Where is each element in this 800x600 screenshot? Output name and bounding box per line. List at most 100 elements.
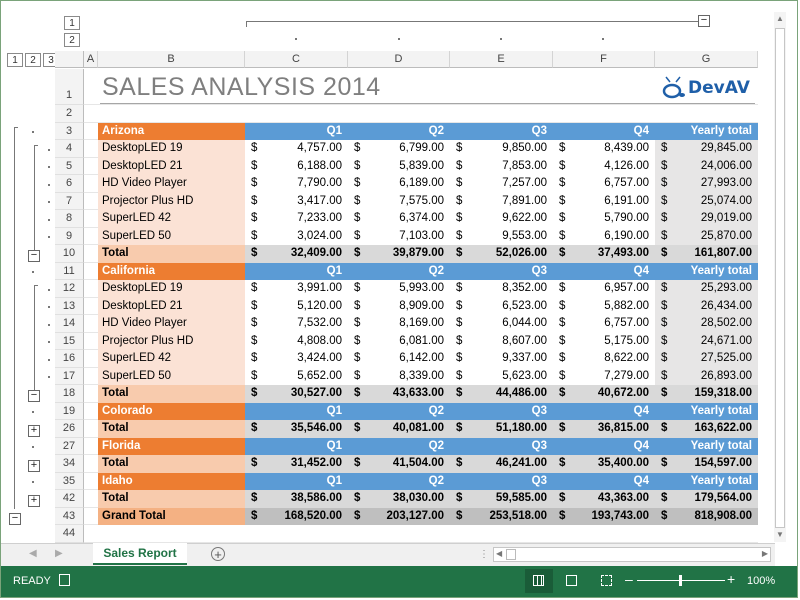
tab-scroll-right-icon[interactable]: ▶ [55, 548, 63, 559]
value-cell[interactable]: $27,993.00 [655, 175, 758, 193]
zoom-in-icon[interactable]: + [727, 571, 736, 587]
value-cell[interactable]: $38,586.00 [245, 490, 348, 508]
value-cell[interactable]: $5,652.00 [245, 367, 348, 385]
quarter-header-cell[interactable]: Q1 [245, 122, 348, 140]
product-label[interactable]: DesktopLED 19 [98, 140, 245, 158]
row-header-44[interactable]: 44 [55, 525, 84, 543]
quarter-header-cell[interactable]: Q2 [348, 262, 450, 280]
row-header-42[interactable]: 42 [55, 490, 84, 508]
product-label[interactable]: SuperLED 50 [98, 227, 245, 245]
row-header-27[interactable]: 27 [55, 437, 84, 455]
quarter-header-cell[interactable]: Q4 [553, 437, 655, 455]
expand-florida-button[interactable]: + [28, 460, 40, 472]
horizontal-scroll-thumb[interactable] [506, 549, 516, 560]
value-cell[interactable]: $7,790.00 [245, 175, 348, 193]
quarter-header-cell[interactable]: Yearly total [655, 402, 758, 420]
region-label[interactable]: Florida [98, 437, 245, 455]
quarter-header-cell[interactable]: Q2 [348, 122, 450, 140]
row-header-19[interactable]: 19 [55, 402, 84, 420]
value-cell[interactable]: $159,318.00 [655, 385, 758, 403]
quarter-header-cell[interactable]: Yearly total [655, 472, 758, 490]
collapse-california-button[interactable]: − [28, 390, 40, 402]
value-cell[interactable]: $26,434.00 [655, 297, 758, 315]
row-header-15[interactable]: 15 [55, 332, 84, 350]
value-cell[interactable]: $5,993.00 [348, 280, 450, 298]
value-cell[interactable]: $6,523.00 [450, 297, 553, 315]
value-cell[interactable]: $38,030.00 [348, 490, 450, 508]
quarter-header-cell[interactable]: Q3 [450, 437, 553, 455]
scroll-up-arrow-icon[interactable]: ▲ [776, 14, 784, 23]
product-label[interactable]: HD Video Player [98, 315, 245, 333]
column-header-e[interactable]: E [450, 51, 553, 68]
total-label[interactable]: Total [98, 490, 245, 508]
value-cell[interactable]: $40,081.00 [348, 420, 450, 438]
value-cell[interactable]: $37,493.00 [553, 245, 655, 263]
value-cell[interactable]: $25,870.00 [655, 227, 758, 245]
product-label[interactable]: DesktopLED 21 [98, 297, 245, 315]
value-cell[interactable]: $8,607.00 [450, 332, 553, 350]
value-cell[interactable]: $7,891.00 [450, 192, 553, 210]
quarter-header-cell[interactable]: Q3 [450, 472, 553, 490]
value-cell[interactable]: $30,527.00 [245, 385, 348, 403]
value-cell[interactable]: $25,074.00 [655, 192, 758, 210]
scroll-down-arrow-icon[interactable]: ▼ [776, 530, 784, 539]
value-cell[interactable]: $168,520.00 [245, 507, 348, 525]
value-cell[interactable]: $5,882.00 [553, 297, 655, 315]
total-label[interactable]: Total [98, 245, 245, 263]
row-header-6[interactable]: 6 [55, 175, 84, 193]
total-label[interactable]: Total [98, 385, 245, 403]
column-header-c[interactable]: C [245, 51, 348, 68]
value-cell[interactable]: $35,546.00 [245, 420, 348, 438]
value-cell[interactable]: $41,504.00 [348, 455, 450, 473]
row-header-16[interactable]: 16 [55, 350, 84, 368]
quarter-header-cell[interactable]: Q1 [245, 402, 348, 420]
value-cell[interactable]: $9,337.00 [450, 350, 553, 368]
value-cell[interactable]: $9,850.00 [450, 140, 553, 158]
product-label[interactable]: SuperLED 50 [98, 367, 245, 385]
value-cell[interactable]: $43,633.00 [348, 385, 450, 403]
row-header-9[interactable]: 9 [55, 227, 84, 245]
value-cell[interactable]: $8,339.00 [348, 367, 450, 385]
value-cell[interactable]: $24,671.00 [655, 332, 758, 350]
row-header-7[interactable]: 7 [55, 192, 84, 210]
value-cell[interactable]: $5,623.00 [450, 367, 553, 385]
splitter-handle-icon[interactable]: ⋮ [479, 549, 489, 560]
region-label[interactable]: Idaho [98, 472, 245, 490]
value-cell[interactable]: $8,909.00 [348, 297, 450, 315]
row-header-8[interactable]: 8 [55, 210, 84, 228]
row-outline-level-1[interactable]: 1 [7, 53, 23, 67]
row-header-18[interactable]: 18 [55, 385, 84, 403]
value-cell[interactable]: $9,622.00 [450, 210, 553, 228]
row-header-34[interactable]: 34 [55, 455, 84, 473]
page-layout-view-icon[interactable] [566, 575, 577, 586]
region-label[interactable]: Colorado [98, 402, 245, 420]
value-cell[interactable]: $7,575.00 [348, 192, 450, 210]
value-cell[interactable]: $51,180.00 [450, 420, 553, 438]
quarter-header-cell[interactable]: Yearly total [655, 122, 758, 140]
value-cell[interactable]: $5,790.00 [553, 210, 655, 228]
value-cell[interactable]: $6,799.00 [348, 140, 450, 158]
value-cell[interactable]: $6,191.00 [553, 192, 655, 210]
value-cell[interactable]: $9,553.00 [450, 227, 553, 245]
zoom-level[interactable]: 100% [747, 575, 776, 587]
value-cell[interactable]: $59,585.00 [450, 490, 553, 508]
value-cell[interactable]: $163,622.00 [655, 420, 758, 438]
total-label[interactable]: Total [98, 420, 245, 438]
value-cell[interactable]: $8,439.00 [553, 140, 655, 158]
grand-total-label[interactable]: Grand Total [98, 507, 245, 525]
quarter-header-cell[interactable]: Q3 [450, 402, 553, 420]
row-header-5[interactable]: 5 [55, 157, 84, 175]
value-cell[interactable]: $26,893.00 [655, 367, 758, 385]
product-label[interactable]: Projector Plus HD [98, 332, 245, 350]
collapse-arizona-button[interactable]: − [28, 250, 40, 262]
value-cell[interactable]: $27,525.00 [655, 350, 758, 368]
horizontal-scrollbar[interactable]: ◀ ▶ [493, 547, 771, 562]
value-cell[interactable]: $25,293.00 [655, 280, 758, 298]
quarter-header-cell[interactable]: Q4 [553, 402, 655, 420]
value-cell[interactable]: $7,257.00 [450, 175, 553, 193]
value-cell[interactable]: $8,352.00 [450, 280, 553, 298]
value-cell[interactable]: $8,622.00 [553, 350, 655, 368]
row-header-43[interactable]: 43 [55, 507, 84, 525]
row-outline-level-2[interactable]: 2 [25, 53, 41, 67]
region-label[interactable]: Arizona [98, 122, 245, 140]
